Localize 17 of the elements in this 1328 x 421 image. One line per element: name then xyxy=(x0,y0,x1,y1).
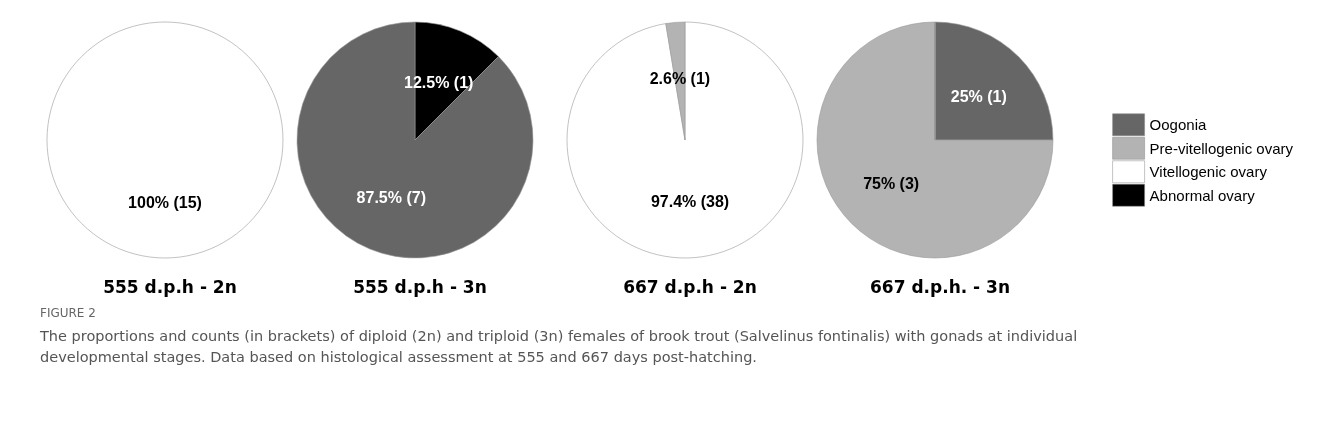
legend-label: Pre-vitellogenic ovary xyxy=(1149,139,1294,157)
text: 667 d.p.h - 2n xyxy=(623,276,757,297)
text: 667 d.p.h. - 3n xyxy=(869,276,1011,297)
legend-label: Oogonia xyxy=(1149,116,1207,134)
text: 555 d.p.h - 2n xyxy=(103,276,237,297)
data-label: 2.6% (1) xyxy=(649,69,711,87)
data-label: 87.5% (7) xyxy=(356,188,426,206)
text: 555 d.p.h - 3n xyxy=(353,276,487,297)
data-label: 97.4% (38) xyxy=(650,193,730,211)
data-label: 12.5% (1) xyxy=(404,74,474,92)
legend-label: Vitellogenic ovary xyxy=(1149,163,1268,181)
data-label: 75% (3) xyxy=(863,175,920,193)
data-label: 100% (15) xyxy=(128,193,202,211)
text: The proportions and counts (in brackets) of diploid (2n) and triploid (3n) females of brook trout (Salvelinus fontinalis) with gonads at individual developmental stages. Data based on histological assessment at 555 and 667 days post-hatching. xyxy=(40,327,1079,367)
data-label: 25% (1) xyxy=(950,87,1007,105)
text: FIGURE 2 xyxy=(40,306,97,320)
legend-label: Abnormal ovary xyxy=(1149,186,1256,204)
